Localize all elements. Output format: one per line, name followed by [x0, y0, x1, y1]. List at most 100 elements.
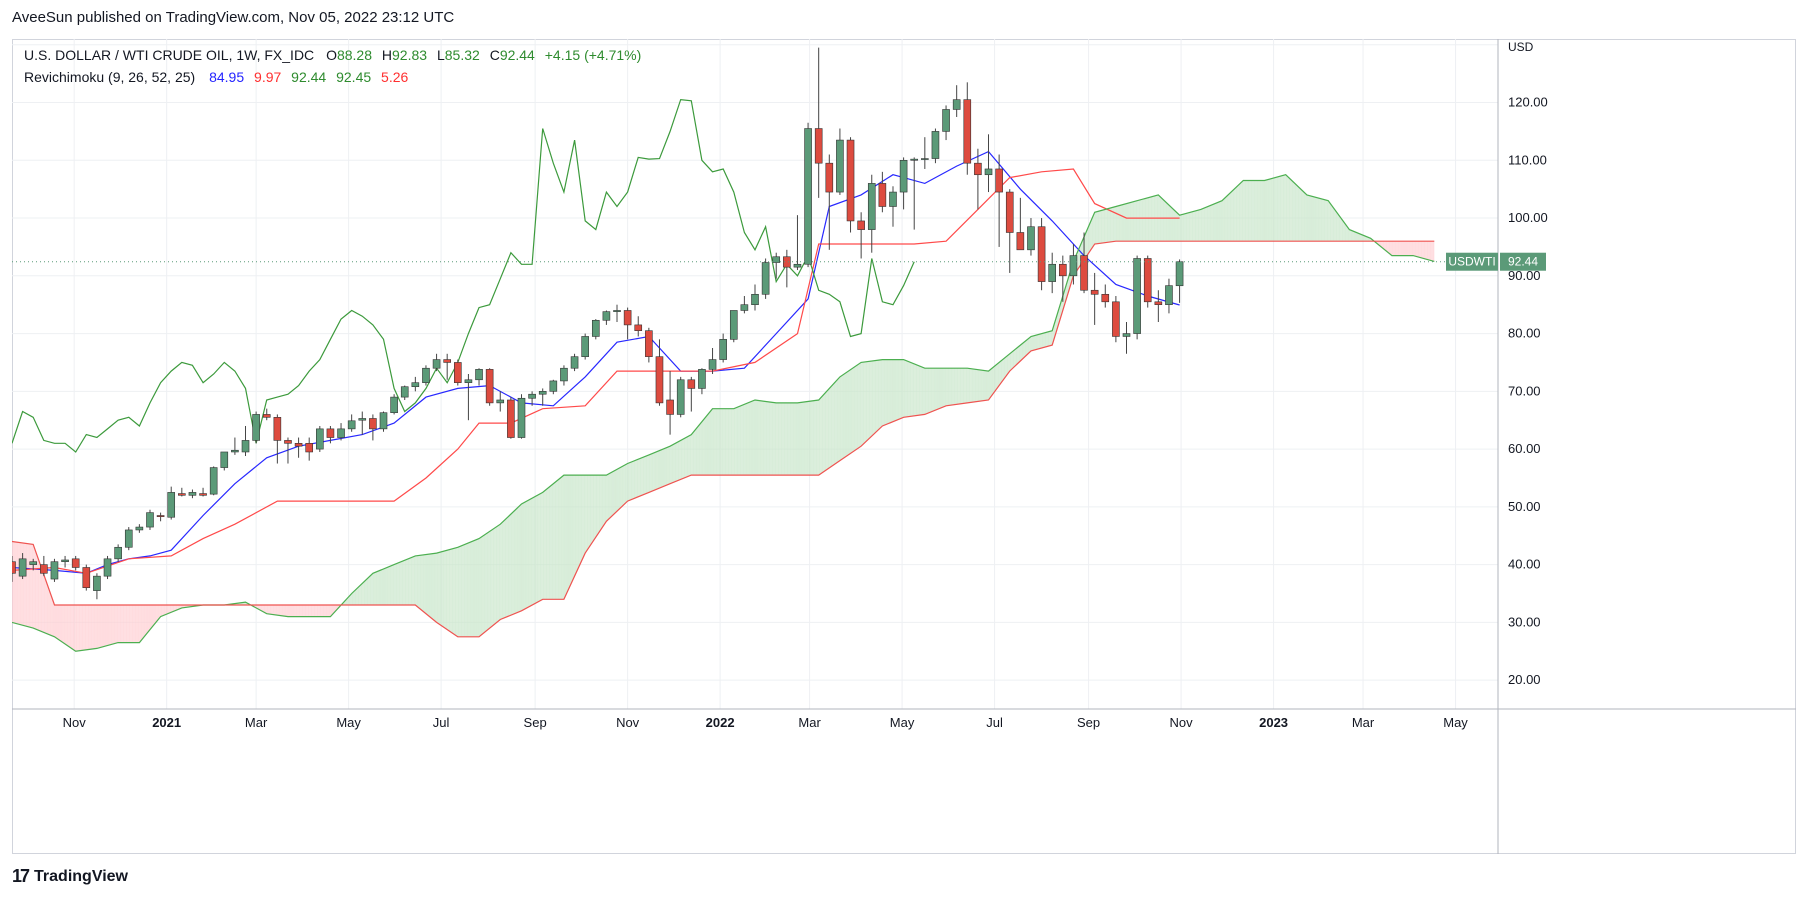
cloud-segment: [943, 368, 945, 408]
candle-body: [591, 319, 600, 337]
cloud-segment: [174, 605, 176, 612]
cloud-segment: [1181, 214, 1183, 242]
cloud-segment: [1417, 241, 1420, 258]
cloud-segment: [647, 454, 649, 494]
candle-body: [188, 492, 197, 496]
symbol-name[interactable]: U.S. DOLLAR / WTI CRUDE OIL, 1W, FX_IDC: [24, 47, 315, 63]
cloud-segment: [574, 475, 577, 577]
candle-body: [1005, 191, 1014, 233]
cloud-segment: [1300, 189, 1303, 242]
cloud-segment: [1197, 209, 1200, 242]
cloud-segment: [448, 549, 451, 632]
candle-body: [358, 418, 367, 421]
cloud-segment: [767, 401, 769, 476]
cloud-segment: [856, 364, 859, 450]
cloud-segment: [1179, 214, 1182, 242]
candle-body: [29, 561, 38, 565]
candle-body: [878, 183, 887, 207]
cloud-segment: [1209, 205, 1212, 242]
cloud-segment: [841, 374, 843, 460]
cloud-segment: [1428, 241, 1430, 261]
cloud-segment: [908, 361, 910, 417]
cloud-segment: [999, 361, 1001, 386]
indicator-name[interactable]: Revichimoku (9, 26, 52, 25): [24, 69, 196, 85]
ohlc-low-label: L: [436, 47, 445, 63]
cloud-segment: [416, 555, 419, 608]
cloud-segment: [16, 542, 19, 625]
cloud-segment: [1290, 179, 1292, 242]
cloud-segment: [1124, 203, 1127, 242]
cloud-segment: [60, 605, 63, 642]
cloud-segment: [758, 400, 760, 476]
cloud-segment: [1355, 232, 1357, 242]
price-axis: USD 20.00 30.00 40.00 50.00 60.00 70.00 80.00 90…: [1446, 39, 1548, 854]
cloud-segment: [149, 605, 152, 630]
price-tick-label: 110.00: [1508, 152, 1547, 167]
series-line-span_b: [12, 240, 1435, 638]
cloud-segment: [1161, 197, 1163, 242]
cloud-segment: [392, 564, 395, 606]
candle-body: [61, 559, 69, 563]
cloud-segment: [1429, 241, 1432, 261]
cloud-segment: [265, 605, 267, 614]
cloud-segment: [809, 401, 812, 476]
cloud-segment: [269, 605, 272, 615]
cloud-segment: [1212, 203, 1215, 242]
cloud-segment: [597, 475, 599, 535]
cloud-segment: [900, 359, 903, 419]
cloud-segment: [906, 360, 909, 417]
cloud-segment: [798, 402, 801, 476]
cloud-segment: [656, 451, 658, 490]
cloud-segment: [588, 475, 590, 549]
candle-body: [963, 99, 972, 164]
cloud-segment: [657, 450, 660, 489]
cloud-segment: [548, 486, 551, 600]
cloud-segment: [542, 491, 545, 600]
cloud-segment: [648, 454, 651, 493]
candle-body: [262, 414, 271, 418]
cloud-segment: [521, 503, 524, 611]
ohlc-high: 92.83: [392, 47, 428, 63]
cloud-segment: [488, 531, 490, 630]
cloud-segment: [645, 455, 648, 494]
cloud-segment: [1173, 209, 1176, 242]
cloud-segment: [1182, 213, 1185, 242]
cloud-segment: [921, 366, 924, 415]
cloud-segment: [870, 361, 872, 438]
cloud-segment: [432, 553, 434, 620]
price-tick-label: 50.00: [1508, 499, 1541, 514]
cloud-segment: [415, 555, 417, 607]
cloud-segment: [433, 553, 436, 622]
cloud-segment: [104, 605, 107, 647]
cloud-segment: [480, 536, 483, 636]
cloud-segment: [729, 408, 731, 476]
cloud-segment: [832, 383, 834, 466]
cloud-segment: [1193, 211, 1195, 242]
cloud-segment: [482, 535, 484, 635]
cloud-segment: [1165, 202, 1168, 242]
cloud-segment: [974, 369, 977, 402]
ohlc-open-label: O: [326, 47, 337, 63]
cloud-segment: [1231, 190, 1233, 242]
cloud-segment: [1319, 198, 1321, 242]
tradingview-logo[interactable]: 17 TradingView: [12, 866, 128, 887]
time-tick-label: Sep: [524, 715, 547, 730]
cloud-segment: [354, 589, 357, 606]
cloud-segment: [949, 368, 951, 406]
cloud-segment: [109, 605, 111, 646]
cloud-segment: [172, 605, 175, 612]
cloud-segment: [438, 552, 440, 625]
symbol-row: U.S. DOLLAR / WTI CRUDE OIL, 1W, FX_IDC …: [24, 44, 641, 66]
cloud-segment: [800, 402, 803, 476]
cloud-segment: [1308, 195, 1310, 242]
ohlc-high-label: H: [381, 47, 393, 63]
cloud-segment: [331, 605, 334, 615]
cloud-segment: [1278, 176, 1280, 242]
candle-body: [698, 369, 706, 389]
price-chart[interactable]: USD 20.00 30.00 40.00 50.00 60.00 70.00 80.00 90…: [12, 39, 1796, 854]
cloud-segment: [748, 401, 751, 476]
cloud-segment: [125, 605, 128, 643]
cloud-segment: [842, 373, 845, 459]
cloud-segment: [815, 400, 818, 476]
cloud-segment: [1215, 202, 1218, 242]
